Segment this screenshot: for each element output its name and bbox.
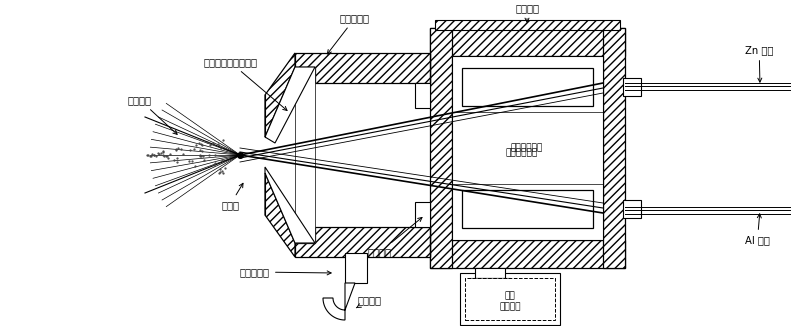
Text: Zn 線材: Zn 線材 <box>745 45 774 82</box>
Text: 線線ローラー: 線線ローラー <box>511 143 543 153</box>
Polygon shape <box>265 67 315 143</box>
Bar <box>452 56 603 240</box>
Polygon shape <box>295 227 430 257</box>
Bar <box>345 253 367 283</box>
Polygon shape <box>265 167 315 243</box>
Polygon shape <box>265 173 295 257</box>
Bar <box>623 78 641 96</box>
Polygon shape <box>603 28 625 268</box>
Text: エアー導管: エアー導管 <box>240 267 331 277</box>
Text: 吹付気流: 吹付気流 <box>128 95 177 134</box>
Text: アーク: アーク <box>221 183 243 210</box>
Text: 電極端子: 電極端子 <box>368 217 422 257</box>
Polygon shape <box>430 28 625 56</box>
Text: 圧縮空気: 圧縮空気 <box>356 295 382 308</box>
Bar <box>460 273 560 325</box>
Text: Al 線材: Al 線材 <box>745 214 770 245</box>
Bar <box>462 190 593 228</box>
Text: 環状ノズルキャップ: 環状ノズルキャップ <box>203 57 287 111</box>
Bar <box>470 278 510 288</box>
Polygon shape <box>265 53 295 137</box>
Bar <box>465 278 555 320</box>
Bar <box>415 202 430 227</box>
Text: 線線ローラー: 線線ローラー <box>506 149 538 157</box>
Polygon shape <box>295 53 430 83</box>
Polygon shape <box>430 240 625 268</box>
Bar <box>623 200 641 218</box>
Polygon shape <box>430 28 452 268</box>
Bar <box>462 68 593 106</box>
Text: 円錐ノズル: 円錐ノズル <box>327 13 370 54</box>
Text: 駆動
モーター: 駆動 モーター <box>499 291 521 311</box>
Bar <box>475 268 505 278</box>
Polygon shape <box>323 283 355 320</box>
Bar <box>415 83 430 108</box>
Text: 電極端子: 電極端子 <box>515 3 539 22</box>
Bar <box>295 67 315 243</box>
Bar <box>435 20 620 30</box>
